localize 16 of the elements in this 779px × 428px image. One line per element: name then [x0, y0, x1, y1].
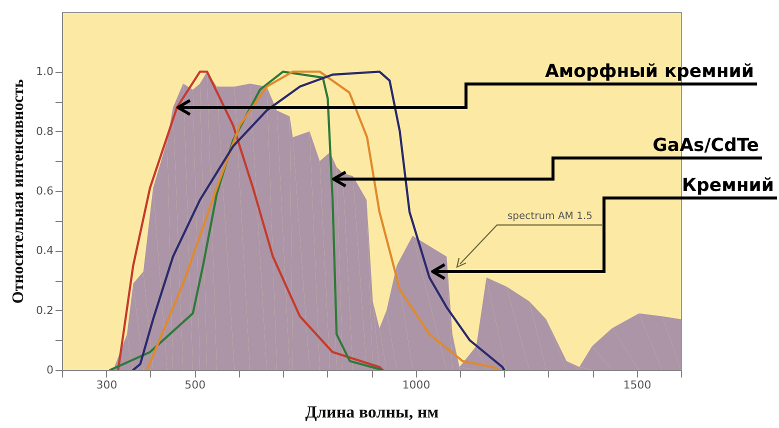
y-tick-label: 0.8: [36, 124, 54, 138]
y-tick-label: 0.6: [36, 184, 54, 198]
x-tick-label: 300: [96, 378, 118, 392]
y-tick-label: 1.0: [36, 65, 54, 78]
y-tick-label: 0.2: [36, 304, 54, 317]
x-tick-label: 1500: [623, 378, 652, 392]
annotation: spectrum AM 1.5: [507, 211, 593, 222]
annotation: GaAs/CdTe: [652, 135, 759, 156]
annotation: Кремний: [682, 175, 774, 196]
x-tick-label: 500: [184, 378, 206, 392]
y-tick-label: 0: [46, 364, 54, 376]
x-tick-label: 1000: [402, 378, 430, 392]
y-axis-title: Относительная интенсивность: [10, 78, 28, 304]
x-axis-title: Длина волны, нм: [305, 402, 440, 422]
y-tick-label: 0.4: [36, 244, 54, 258]
annotation: Аморфный кремний: [544, 61, 754, 82]
